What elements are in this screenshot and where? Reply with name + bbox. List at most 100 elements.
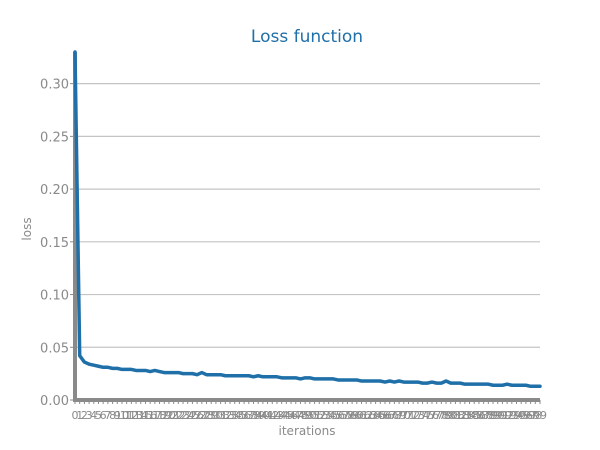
x-tick-label: 22	[171, 409, 185, 422]
x-axis-label: iterations	[279, 424, 336, 438]
x-tick-label: 26	[190, 409, 204, 422]
x-tick-label: 17	[148, 409, 162, 422]
x-tick-label: 48	[293, 409, 307, 422]
x-tick-label: 66	[378, 409, 392, 422]
x-tick-label: 57	[336, 409, 350, 422]
x-tick-label: 15	[138, 409, 152, 422]
x-tick-label: 16	[143, 409, 157, 422]
x-tick-label: 21	[167, 409, 181, 422]
x-tick-label: 41	[261, 409, 275, 422]
x-tick-label: 50	[303, 409, 317, 422]
x-tick-label: 12	[124, 409, 138, 422]
x-tick-label: 14	[134, 409, 148, 422]
x-tick-label: 93	[505, 409, 519, 422]
x-tick-label: 52	[312, 409, 326, 422]
x-tick-label: 70	[397, 409, 411, 422]
x-tick-label: 75	[420, 409, 434, 422]
y-tick-label: 0.05	[40, 341, 69, 356]
x-tick-label: 84	[463, 409, 477, 422]
x-tick-label: 5	[95, 409, 102, 422]
x-axis-ticks: 0123456789101112131415161718192021222324…	[72, 400, 547, 422]
x-tick-label: 76	[425, 409, 439, 422]
x-tick-label: 55	[326, 409, 340, 422]
x-tick-label: 82	[453, 409, 467, 422]
y-axis-label: loss	[20, 217, 34, 240]
loss-series-line	[73, 50, 542, 389]
x-tick-label: 90	[491, 409, 505, 422]
x-tick-label: 60	[350, 409, 364, 422]
x-tick-label: 64	[369, 409, 383, 422]
x-tick-label: 81	[448, 409, 462, 422]
x-tick-label: 54	[322, 409, 336, 422]
chart-title: Loss function	[251, 27, 363, 47]
x-tick-label: 59	[345, 409, 359, 422]
y-tick-label: 0.25	[40, 130, 69, 145]
axes	[73, 52, 540, 402]
x-tick-label: 72	[406, 409, 420, 422]
y-tick-label: 0.10	[40, 289, 69, 304]
x-tick-label: 91	[495, 409, 509, 422]
y-tick-label: 0.30	[40, 78, 69, 93]
x-tick-label: 92	[500, 409, 514, 422]
x-tick-label: 8	[109, 409, 116, 422]
series-layer	[73, 50, 542, 389]
x-tick-label: 46	[284, 409, 298, 422]
x-tick-label: 77	[430, 409, 444, 422]
x-tick-label: 28	[200, 409, 214, 422]
x-tick-label: 7	[104, 409, 111, 422]
x-tick-label: 19	[157, 409, 171, 422]
x-tick-label: 58	[340, 409, 354, 422]
x-tick-label: 96	[519, 409, 533, 422]
x-tick-label: 51	[308, 409, 322, 422]
x-tick-label: 53	[317, 409, 331, 422]
x-tick-label: 1	[76, 409, 83, 422]
x-tick-label: 23	[176, 409, 190, 422]
x-tick-label: 25	[185, 409, 199, 422]
x-tick-label: 73	[411, 409, 425, 422]
x-tick-label: 69	[392, 409, 406, 422]
x-tick-label: 65	[373, 409, 387, 422]
x-tick-label: 2	[81, 409, 88, 422]
x-tick-label: 40	[256, 409, 270, 422]
x-tick-label: 43	[270, 409, 284, 422]
x-tick-label: 87	[477, 409, 491, 422]
x-tick-label: 94	[510, 409, 524, 422]
x-tick-label: 13	[129, 409, 143, 422]
x-tick-label: 95	[514, 409, 528, 422]
x-tick-label: 47	[289, 409, 303, 422]
x-tick-label: 0	[72, 409, 79, 422]
x-tick-label: 49	[298, 409, 312, 422]
x-tick-label: 32	[218, 409, 232, 422]
y-tick-label: 0.15	[40, 236, 69, 251]
x-tick-label: 3	[86, 409, 93, 422]
x-tick-label: 67	[383, 409, 397, 422]
x-tick-label: 30	[209, 409, 223, 422]
x-tick-label: 38	[246, 409, 260, 422]
x-tick-label: 44	[275, 409, 289, 422]
x-tick-label: 18	[153, 409, 167, 422]
x-tick-label: 74	[416, 409, 430, 422]
x-tick-label: 9	[114, 409, 121, 422]
x-tick-label: 78	[434, 409, 448, 422]
x-tick-label: 35	[232, 409, 246, 422]
x-tick-label: 31	[214, 409, 228, 422]
x-tick-label: 20	[162, 409, 176, 422]
x-tick-label: 37	[242, 409, 256, 422]
x-tick-label: 34	[228, 409, 242, 422]
x-tick-label: 83	[458, 409, 472, 422]
x-tick-label: 79	[439, 409, 453, 422]
x-tick-label: 62	[359, 409, 373, 422]
x-tick-label: 88	[481, 409, 495, 422]
x-tick-label: 86	[472, 409, 486, 422]
x-tick-label: 29	[204, 409, 218, 422]
x-tick-label: 36	[237, 409, 251, 422]
x-tick-label: 10	[115, 409, 129, 422]
x-tick-label: 98	[528, 409, 542, 422]
x-tick-label: 61	[355, 409, 369, 422]
x-tick-label: 56	[331, 409, 345, 422]
x-tick-label: 89	[486, 409, 500, 422]
x-tick-label: 68	[387, 409, 401, 422]
x-tick-label: 45	[279, 409, 293, 422]
